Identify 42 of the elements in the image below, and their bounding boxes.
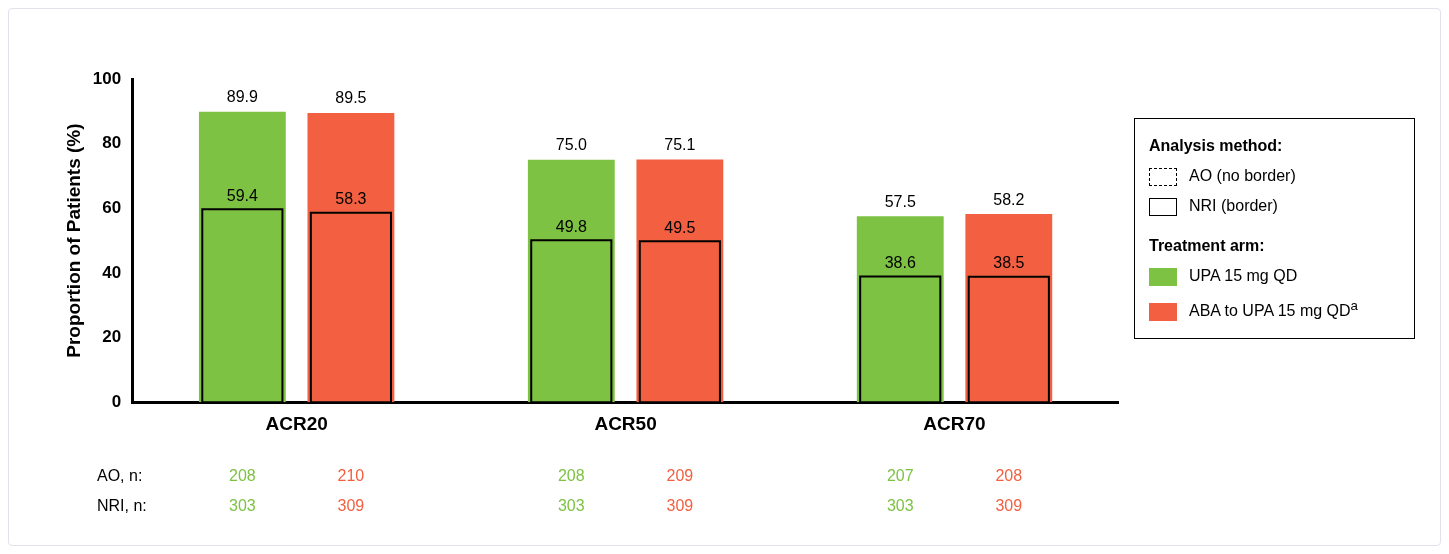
data-label: 49.8 <box>555 217 587 235</box>
data-label: 89.5 <box>335 89 367 107</box>
data-label: 58.2 <box>993 190 1025 208</box>
data-label: 75.0 <box>555 136 587 154</box>
text: AO (no border) <box>1188 166 1297 186</box>
y-tick-label: 20 <box>102 327 122 347</box>
legend-title: Treatment arm: <box>1149 236 1266 256</box>
text: 208 <box>229 467 256 485</box>
y-tick-label: 80 <box>102 133 122 153</box>
legend-label: UPA 15 mg QD <box>1189 267 1298 284</box>
data-label: 38.6 <box>884 253 916 271</box>
data-label: 89.9 <box>226 88 259 106</box>
text: 309 <box>337 497 365 515</box>
data-label: 75.1 <box>664 135 696 153</box>
x-tick-label: ACR70 <box>923 412 986 434</box>
data-label: 58.3 <box>335 190 367 208</box>
text: 303 <box>229 497 256 515</box>
text: 209 <box>666 467 694 485</box>
y-tick-label: 60 <box>102 197 122 217</box>
y-tick-label: 100 <box>92 68 122 88</box>
text: NRI (border) <box>1188 196 1279 216</box>
text: 303 <box>886 497 914 515</box>
text: 309 <box>995 497 1023 515</box>
text: AO, n: <box>97 467 143 485</box>
text: 207 <box>886 467 914 485</box>
legend-label: ABA to UPA 15 mg QD$^{a}$ <box>1189 298 1358 320</box>
text: 208 <box>995 467 1023 485</box>
text: Analysis method: <box>1149 136 1284 156</box>
data-label: 49.5 <box>664 218 696 236</box>
y-tick-label: 0 <box>111 391 122 411</box>
text: 210 <box>337 467 365 485</box>
text: 309 <box>666 497 694 515</box>
text: 208 <box>557 467 585 485</box>
text: NRI, n: <box>97 497 147 515</box>
x-tick-label: ACR20 <box>265 412 328 434</box>
x-tick-label: ACR50 <box>594 412 657 434</box>
text: 303 <box>557 497 585 515</box>
data-label: 57.5 <box>884 192 916 210</box>
y-tick-label: 40 <box>102 262 122 282</box>
y-axis-title: Proportion of Patients (%) <box>62 123 84 358</box>
data-label: 38.5 <box>993 254 1025 272</box>
data-label: 59.4 <box>226 186 259 204</box>
